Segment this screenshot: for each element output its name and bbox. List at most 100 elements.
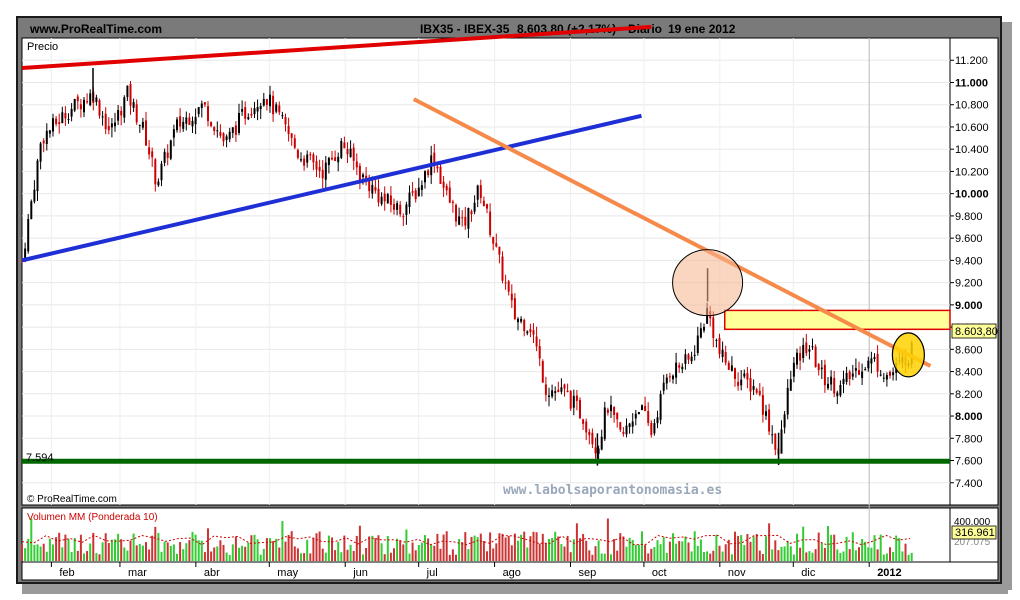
volume-bar bbox=[805, 552, 808, 561]
volume-bar bbox=[284, 541, 287, 561]
candle-body bbox=[873, 356, 876, 360]
candle-body bbox=[368, 181, 371, 192]
y-tick-label: 8.600 bbox=[955, 344, 983, 356]
volume-bar bbox=[687, 542, 690, 561]
volume-bar bbox=[619, 533, 622, 561]
candle-body bbox=[579, 399, 581, 419]
volume-bar bbox=[163, 541, 166, 561]
volume-bar bbox=[904, 543, 907, 561]
candle-body bbox=[699, 328, 702, 338]
candle-body bbox=[861, 371, 864, 378]
volume-bar bbox=[197, 540, 200, 561]
candle-body bbox=[703, 326, 705, 331]
candle-body bbox=[882, 377, 885, 379]
volume-bar bbox=[693, 531, 696, 561]
volume-bar bbox=[278, 547, 281, 561]
candle-body bbox=[269, 94, 271, 107]
volume-bar bbox=[138, 544, 141, 561]
volume-bar bbox=[42, 543, 45, 561]
candle-body bbox=[575, 395, 578, 401]
volume-bar bbox=[185, 543, 188, 561]
candle-body bbox=[157, 181, 160, 186]
volume-bar bbox=[715, 534, 718, 561]
candle-body bbox=[696, 335, 699, 353]
frame-shadow-right bbox=[1002, 22, 1012, 590]
candle-body bbox=[417, 187, 420, 197]
volume-bar bbox=[464, 532, 467, 561]
volume-bars bbox=[21, 518, 913, 561]
y-tick-label: 10.000 bbox=[955, 189, 989, 201]
candle-body bbox=[560, 387, 563, 392]
volume-bar bbox=[442, 534, 445, 561]
y-tick-label: 9.400 bbox=[955, 255, 983, 267]
volume-bar bbox=[244, 546, 247, 561]
candle-body bbox=[724, 352, 727, 363]
candle-body bbox=[479, 185, 482, 198]
candle-body bbox=[141, 121, 144, 128]
volume-bar bbox=[830, 534, 833, 561]
candle-body bbox=[799, 353, 802, 361]
volume-bar bbox=[907, 554, 910, 561]
candle-body bbox=[433, 152, 436, 165]
site-title[interactable]: www.ProRealTime.com bbox=[30, 22, 163, 36]
volume-bar bbox=[334, 550, 337, 561]
candle-body bbox=[730, 365, 733, 371]
x-tick-label: jun bbox=[352, 567, 368, 579]
volume-bar bbox=[879, 534, 882, 561]
candle-body bbox=[746, 373, 749, 380]
candle-body bbox=[814, 346, 817, 368]
volume-bar bbox=[386, 536, 389, 561]
candle-body bbox=[179, 116, 182, 127]
candle-body bbox=[513, 298, 516, 319]
volume-bar bbox=[653, 547, 656, 561]
candle-body bbox=[234, 125, 237, 135]
volume-bar bbox=[532, 531, 535, 561]
candle-body bbox=[48, 130, 51, 134]
x-tick-label: sep bbox=[578, 567, 596, 579]
candle-body bbox=[470, 211, 473, 215]
volume-bar bbox=[83, 553, 85, 561]
volume-bar bbox=[771, 549, 774, 561]
volume-bar bbox=[458, 538, 461, 561]
volume-bar bbox=[885, 553, 888, 561]
volume-bar bbox=[451, 549, 454, 561]
volume-bar bbox=[306, 539, 309, 561]
y-tick-label: 7.400 bbox=[955, 478, 983, 490]
volume-bar bbox=[129, 540, 132, 561]
candle-body bbox=[275, 104, 278, 112]
volume-bar bbox=[343, 535, 346, 561]
volume-bar bbox=[864, 541, 867, 561]
volume-bar bbox=[603, 553, 606, 561]
highlight-circle-small bbox=[891, 332, 925, 378]
candle-body bbox=[33, 189, 36, 202]
volume-bar bbox=[690, 551, 693, 561]
candle-body bbox=[780, 429, 783, 454]
candle-body bbox=[309, 154, 312, 156]
volume-bar bbox=[582, 534, 585, 561]
candle-body bbox=[64, 113, 67, 119]
volume-bar bbox=[851, 532, 854, 561]
volume-bar bbox=[55, 537, 58, 561]
volume-bar bbox=[355, 535, 358, 561]
y-tick-label: 10.200 bbox=[955, 166, 989, 178]
candle-body bbox=[796, 352, 798, 365]
candle-body bbox=[715, 339, 718, 341]
candle-body bbox=[501, 256, 504, 281]
candle-body bbox=[343, 142, 346, 149]
volume-bar bbox=[495, 543, 498, 561]
volume-bar bbox=[318, 531, 321, 561]
candle-body bbox=[145, 120, 147, 146]
candle-body bbox=[383, 193, 386, 202]
candle-body bbox=[163, 151, 166, 163]
candle-body bbox=[371, 184, 374, 194]
candle-body bbox=[786, 387, 789, 415]
price-label: Precio bbox=[27, 41, 58, 53]
candle-body bbox=[250, 113, 253, 116]
volume-bar bbox=[780, 546, 783, 561]
candle-body bbox=[278, 105, 281, 113]
volume-bar bbox=[427, 538, 430, 561]
candle-body bbox=[358, 165, 361, 180]
x-tick-label: feb bbox=[59, 567, 74, 579]
volume-bar bbox=[520, 534, 523, 561]
volume-bar bbox=[194, 534, 197, 561]
